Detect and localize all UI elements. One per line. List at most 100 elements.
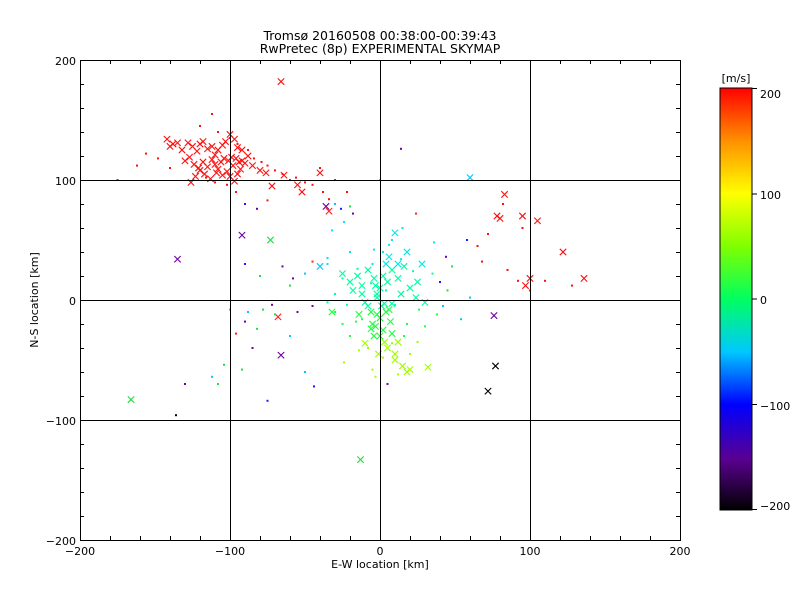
data-point-dot <box>266 199 269 202</box>
data-point-x <box>212 169 221 177</box>
data-point-x <box>353 272 362 280</box>
x-tick-label: 200 <box>670 545 691 558</box>
data-point-dot <box>256 327 258 330</box>
data-point-dot <box>281 173 284 175</box>
data-point-x <box>298 188 306 196</box>
data-point-dot <box>247 149 249 151</box>
data-point-dot <box>157 157 159 160</box>
y-axis-label: N-S location [km] <box>28 252 41 348</box>
colorbar-tick-labels: 200 100 0 −100 −200 <box>760 88 790 513</box>
data-point-x <box>241 159 249 167</box>
data-point-dot <box>436 313 438 316</box>
data-point-x <box>203 163 212 171</box>
data-point-dot <box>517 279 519 282</box>
data-point-dot <box>326 263 329 265</box>
data-point-x <box>371 322 380 330</box>
data-point-x <box>248 162 257 170</box>
data-point-x <box>322 202 330 210</box>
data-point-dot <box>356 267 359 270</box>
data-point-dot <box>460 318 462 321</box>
data-point-dot <box>199 125 201 127</box>
data-point-x <box>380 338 389 346</box>
data-point-dot <box>397 373 399 376</box>
data-point-x <box>394 274 402 282</box>
data-point-dot <box>262 308 264 311</box>
data-point-dot <box>487 233 489 235</box>
y-tick-label: −100 <box>46 415 76 428</box>
data-point-dot <box>326 301 329 304</box>
data-point-x <box>377 302 386 310</box>
data-point-dot <box>469 296 471 299</box>
data-point-x <box>193 147 201 155</box>
data-point-x <box>406 366 414 374</box>
data-point-dot <box>341 277 344 280</box>
chart-subtitle: RwPretec (8p) EXPERIMENTAL SKYMAP <box>260 41 501 56</box>
data-point-x <box>403 248 411 256</box>
data-point-dot <box>236 143 239 145</box>
data-point-dot <box>244 203 246 205</box>
data-point-dot <box>367 347 369 349</box>
data-point-x <box>316 169 324 177</box>
data-point-x <box>364 266 372 274</box>
data-point-dot <box>371 368 374 371</box>
data-point-x <box>370 332 378 340</box>
data-point-dot <box>346 303 348 306</box>
data-point-dot <box>235 332 237 335</box>
data-point-dot <box>412 270 414 273</box>
data-point-x <box>127 396 135 404</box>
data-point-dot <box>371 263 374 265</box>
data-point-x <box>394 260 402 268</box>
x-tick-label: −100 <box>215 545 245 558</box>
data-point-dot <box>343 361 345 364</box>
data-point-dot <box>349 335 351 337</box>
data-point-x <box>238 231 246 239</box>
data-point-x <box>406 284 414 292</box>
data-point-dot <box>343 221 345 223</box>
data-point-dot <box>355 320 357 323</box>
data-point-dot <box>385 289 387 292</box>
data-point-dot <box>358 349 360 352</box>
data-point-x <box>223 168 231 176</box>
colorbar-tick-label: −100 <box>760 400 790 413</box>
data-point-x <box>388 300 396 308</box>
data-point-dot <box>409 353 411 355</box>
data-point-x <box>230 135 239 143</box>
data-point-dot <box>394 303 396 306</box>
data-point-dot <box>424 325 426 328</box>
data-point-x <box>293 181 302 189</box>
data-point-dot <box>326 257 329 259</box>
data-point-dot <box>205 176 207 179</box>
data-point-x <box>211 151 219 159</box>
x-tick-label: 0 <box>377 545 384 558</box>
data-point-dot <box>271 303 273 306</box>
data-point-dot <box>281 265 284 268</box>
data-point-x <box>214 165 222 173</box>
data-point-dot <box>322 191 324 193</box>
data-point-x <box>391 350 399 358</box>
data-point-x <box>518 212 527 220</box>
data-point-dot <box>184 383 186 385</box>
data-point-x <box>413 278 422 286</box>
data-point-dot <box>506 269 509 271</box>
data-point-dot <box>145 152 147 155</box>
data-point-dot <box>235 191 237 193</box>
data-point-dot <box>416 341 419 343</box>
data-point-dot <box>211 113 213 115</box>
data-point-dot <box>466 239 468 241</box>
data-point-dot <box>313 385 315 388</box>
x-axis-label: E-W location [km] <box>331 558 429 571</box>
data-point-dot <box>451 265 453 268</box>
data-point-x <box>496 214 504 222</box>
data-point-dot <box>223 363 225 366</box>
data-point-x <box>196 166 204 174</box>
data-point-x <box>346 278 354 286</box>
data-point-dot <box>244 263 246 265</box>
data-point-dot <box>349 205 351 208</box>
data-point-x <box>220 154 228 162</box>
data-point-dot <box>304 181 306 184</box>
data-point-dot <box>169 167 171 169</box>
data-point-x <box>466 174 474 182</box>
data-point-x <box>373 290 381 298</box>
data-point-dot <box>481 260 483 263</box>
